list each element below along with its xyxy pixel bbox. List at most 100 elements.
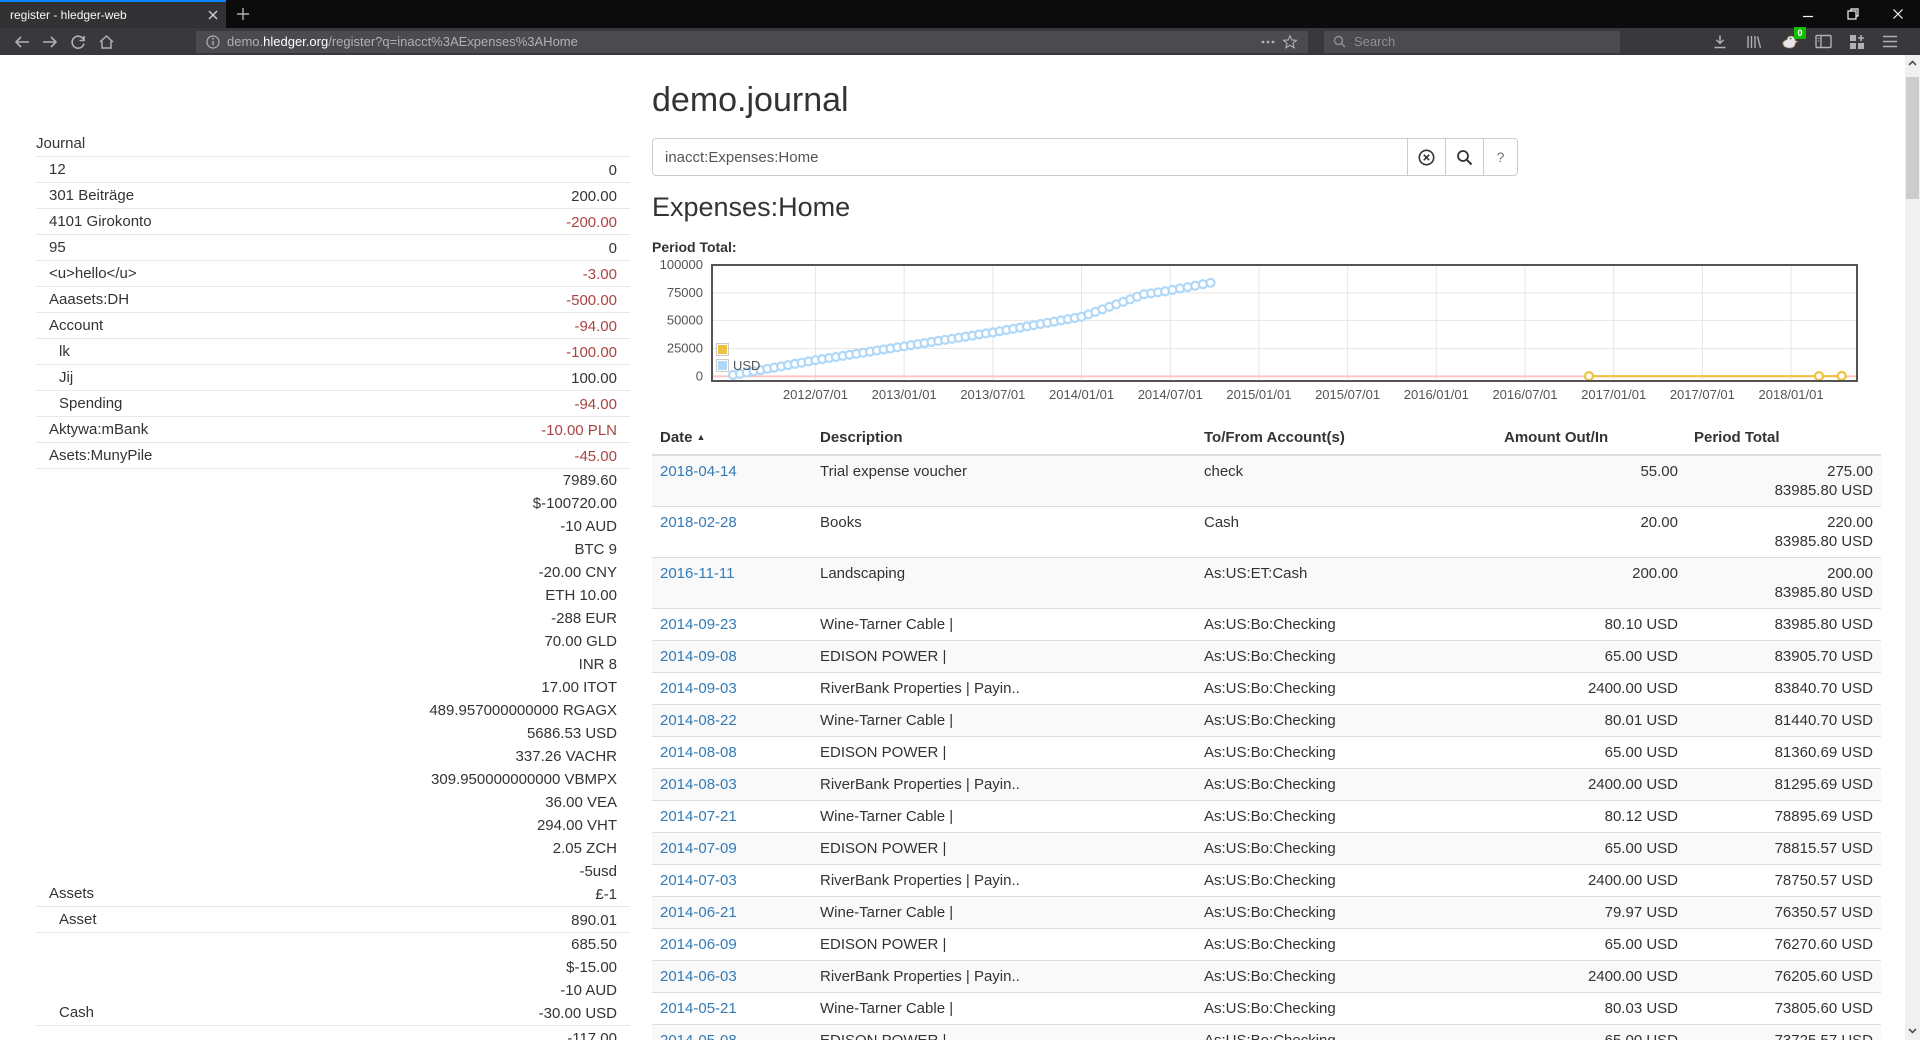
scroll-down-icon[interactable] — [1905, 1023, 1920, 1038]
transaction-date-link[interactable]: 2014-06-09 — [660, 936, 737, 953]
transaction-date-link[interactable]: 2014-05-21 — [660, 1000, 737, 1017]
transaction-date-link[interactable]: 2016-11-11 — [660, 565, 735, 582]
transaction-date-link[interactable]: 2014-09-23 — [660, 616, 737, 633]
page-scrollbar[interactable] — [1905, 55, 1920, 1040]
transaction-description: EDISON POWER | — [812, 736, 1196, 769]
balance-amount: 294.00 VHT — [536, 817, 617, 834]
transaction-date-link[interactable]: 2014-07-03 — [660, 872, 737, 889]
balance-amount: 5686.53 USD — [526, 725, 617, 742]
transaction-description: RiverBank Properties | Payin.. — [812, 960, 1196, 993]
account-link[interactable]: lk — [59, 343, 70, 360]
column-header-date[interactable]: Date ▲ — [652, 421, 812, 456]
bookmark-star-icon[interactable] — [1282, 34, 1298, 50]
table-row: 2018-02-28 Books Cash 20.00 220.00 83985.80 U… — [652, 506, 1881, 558]
account-link[interactable]: Account — [49, 317, 104, 334]
svg-text:75000: 75000 — [667, 285, 703, 300]
account-link[interactable]: Cash — [59, 1004, 95, 1021]
account-link[interactable]: 95 — [49, 239, 66, 256]
account-link[interactable]: Journal — [36, 135, 86, 152]
sidebar-account-row: Account -94.00 — [36, 313, 630, 339]
minimize-button[interactable] — [1785, 0, 1830, 28]
transaction-date-link[interactable]: 2018-02-28 — [660, 514, 737, 531]
svg-text:2015/07/01: 2015/07/01 — [1315, 387, 1380, 402]
balance-amount: 100.00 — [571, 370, 617, 387]
url-text: demo.hledger.org/register?q=inacct%3AExp… — [227, 34, 1254, 49]
account-balance: 200.00 — [134, 185, 630, 208]
column-header-period-total[interactable]: Period Total — [1686, 421, 1881, 456]
period-total-chart[interactable]: 0 25000 50000 75000 100000 2012/07/01 2013/01/… — [652, 257, 1865, 411]
account-link[interactable]: Asets:MunyPile — [49, 447, 153, 464]
table-row: 2014-06-03 RiverBank Properties | Payin..… — [652, 960, 1881, 993]
close-window-button[interactable] — [1875, 0, 1920, 28]
period-total: 76270.60 USD — [1686, 928, 1881, 961]
account-link[interactable]: Spending — [59, 395, 123, 412]
transaction-description: Landscaping — [812, 557, 1196, 609]
transaction-amount: 200.00 — [1496, 557, 1686, 609]
transaction-date-link[interactable]: 2014-05-08 — [660, 1032, 737, 1040]
transaction-date-link[interactable]: 2014-08-22 — [660, 712, 737, 729]
search-submit-button[interactable] — [1445, 138, 1484, 176]
help-button[interactable]: ? — [1483, 138, 1518, 176]
balance-amount: -117.00 — [567, 1030, 617, 1040]
table-row: 2014-07-09 EDISON POWER | As:US:Bo:Checkin… — [652, 832, 1881, 865]
tab-close-icon[interactable] — [208, 10, 218, 20]
sidebar-account-row: lk -100.00 — [36, 339, 630, 365]
balance-amount: -288 EUR — [551, 610, 617, 627]
home-button[interactable] — [92, 30, 120, 54]
site-info-icon[interactable] — [206, 34, 220, 49]
account-link[interactable]: Aaasets:DH — [49, 291, 130, 308]
balance-amount: 7989.60 — [562, 472, 617, 489]
sidebar-account-row: 301 Beiträge 200.00 — [36, 183, 630, 209]
column-header-description[interactable]: Description — [812, 421, 1196, 456]
period-total: 81440.70 USD — [1686, 704, 1881, 737]
transaction-date-link[interactable]: 2018-04-14 — [660, 463, 737, 480]
transaction-date-link[interactable]: 2014-07-21 — [660, 808, 737, 825]
account-link[interactable]: Asset — [59, 911, 97, 928]
scrollbar-thumb[interactable] — [1906, 77, 1919, 199]
balance-amount: BTC 9 — [574, 541, 617, 558]
back-button[interactable] — [8, 30, 36, 54]
url-bar[interactable]: demo.hledger.org/register?q=inacct%3AExp… — [196, 30, 1308, 53]
column-header-to-from-account-s-[interactable]: To/From Account(s) — [1196, 421, 1496, 456]
column-header-amount-out-in[interactable]: Amount Out/In — [1496, 421, 1686, 456]
search-placeholder: Search — [1354, 34, 1396, 49]
transaction-date-link[interactable]: 2014-06-21 — [660, 904, 737, 921]
browser-search-field[interactable]: Search — [1324, 30, 1620, 53]
menu-hamburger-icon[interactable] — [1882, 35, 1898, 48]
period-total: 83905.70 USD — [1686, 640, 1881, 673]
page-actions-icon[interactable] — [1261, 40, 1275, 44]
reload-button[interactable] — [64, 30, 92, 54]
forward-button[interactable] — [36, 30, 64, 54]
sidebar-toggle-icon[interactable] — [1815, 34, 1832, 49]
account-link[interactable]: Assets — [49, 885, 95, 902]
downloads-icon[interactable] — [1712, 34, 1728, 50]
transaction-date-link[interactable]: 2014-08-08 — [660, 744, 737, 761]
new-tab-button[interactable] — [226, 0, 260, 28]
account-link[interactable]: <u>hello</u> — [49, 265, 137, 282]
restore-button[interactable] — [1830, 0, 1875, 28]
transaction-date-link[interactable]: 2014-06-03 — [660, 968, 737, 985]
account-link[interactable]: 4101 Girokonto — [49, 213, 152, 230]
browser-tab[interactable]: register - hledger-web — [0, 0, 226, 28]
clear-query-button[interactable] — [1407, 138, 1446, 176]
account-link[interactable]: 301 Beiträge — [49, 187, 135, 204]
transaction-description: Wine-Tarner Cable | — [812, 704, 1196, 737]
query-input[interactable] — [652, 138, 1408, 176]
transaction-date-link[interactable]: 2014-09-03 — [660, 680, 737, 697]
balance-amount: -94.00 — [574, 318, 617, 335]
account-balance: -10.00 PLN — [148, 419, 630, 442]
transaction-date-link[interactable]: 2014-09-08 — [660, 648, 737, 665]
balance-amount: 70.00 GLD — [544, 633, 617, 650]
account-link[interactable]: Jij — [59, 369, 74, 386]
library-icon[interactable] — [1745, 34, 1761, 50]
period-total: 73805.60 USD — [1686, 992, 1881, 1025]
transaction-date-link[interactable]: 2014-07-09 — [660, 840, 737, 857]
account-balance: -500.00 — [129, 289, 630, 312]
extension-duck-icon[interactable]: 0 — [1778, 27, 1806, 50]
account-link[interactable]: 12 — [49, 161, 66, 178]
screenshots-grid-icon[interactable] — [1849, 34, 1865, 50]
scroll-up-icon[interactable] — [1905, 55, 1920, 70]
table-row: 2014-06-09 EDISON POWER | As:US:Bo:Checkin… — [652, 928, 1881, 961]
account-link[interactable]: Aktywa:mBank — [49, 421, 149, 438]
transaction-date-link[interactable]: 2014-08-03 — [660, 776, 737, 793]
